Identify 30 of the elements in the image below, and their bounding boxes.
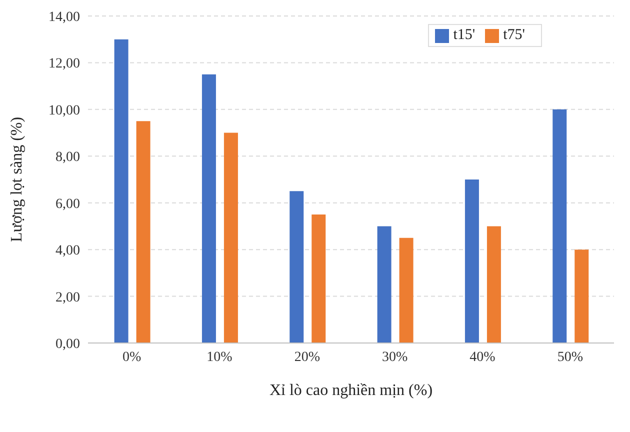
- y-tick-label: 14,00: [48, 10, 80, 25]
- bar: [290, 191, 304, 343]
- x-tick-label: 30%: [382, 350, 408, 365]
- x-tick-label: 20%: [294, 350, 320, 365]
- bar: [552, 109, 567, 343]
- bar: [399, 238, 414, 343]
- bar: [486, 226, 501, 343]
- legend-label: t75': [503, 27, 525, 43]
- x-tick-label: 40%: [470, 350, 496, 365]
- y-tick-label: 0,00: [56, 336, 80, 352]
- legend-label: t15': [453, 27, 476, 43]
- bar: [464, 180, 479, 343]
- y-tick-label: 8,00: [56, 150, 80, 166]
- x-axis-title: Xỉ lò cao nghiền mịn (%): [269, 382, 433, 399]
- x-tick-label: 0%: [122, 350, 142, 365]
- y-tick-label: 10,00: [48, 103, 80, 118]
- bar: [202, 74, 216, 343]
- bar: [136, 121, 150, 343]
- bar: [377, 226, 392, 343]
- bar: [574, 250, 589, 343]
- y-tick-label: 4,00: [56, 244, 80, 259]
- y-tick-label: 6,00: [56, 196, 80, 212]
- x-tick-label: 10%: [206, 350, 233, 365]
- x-tick-label: 50%: [557, 350, 584, 365]
- y-tick-label: 2,00: [56, 290, 80, 306]
- bar: [114, 39, 128, 343]
- y-tick-label: 12,00: [48, 56, 80, 72]
- bar: [224, 132, 238, 343]
- y-axis-title: Lượng lọt sàng (%): [8, 116, 26, 242]
- bar: [312, 214, 326, 343]
